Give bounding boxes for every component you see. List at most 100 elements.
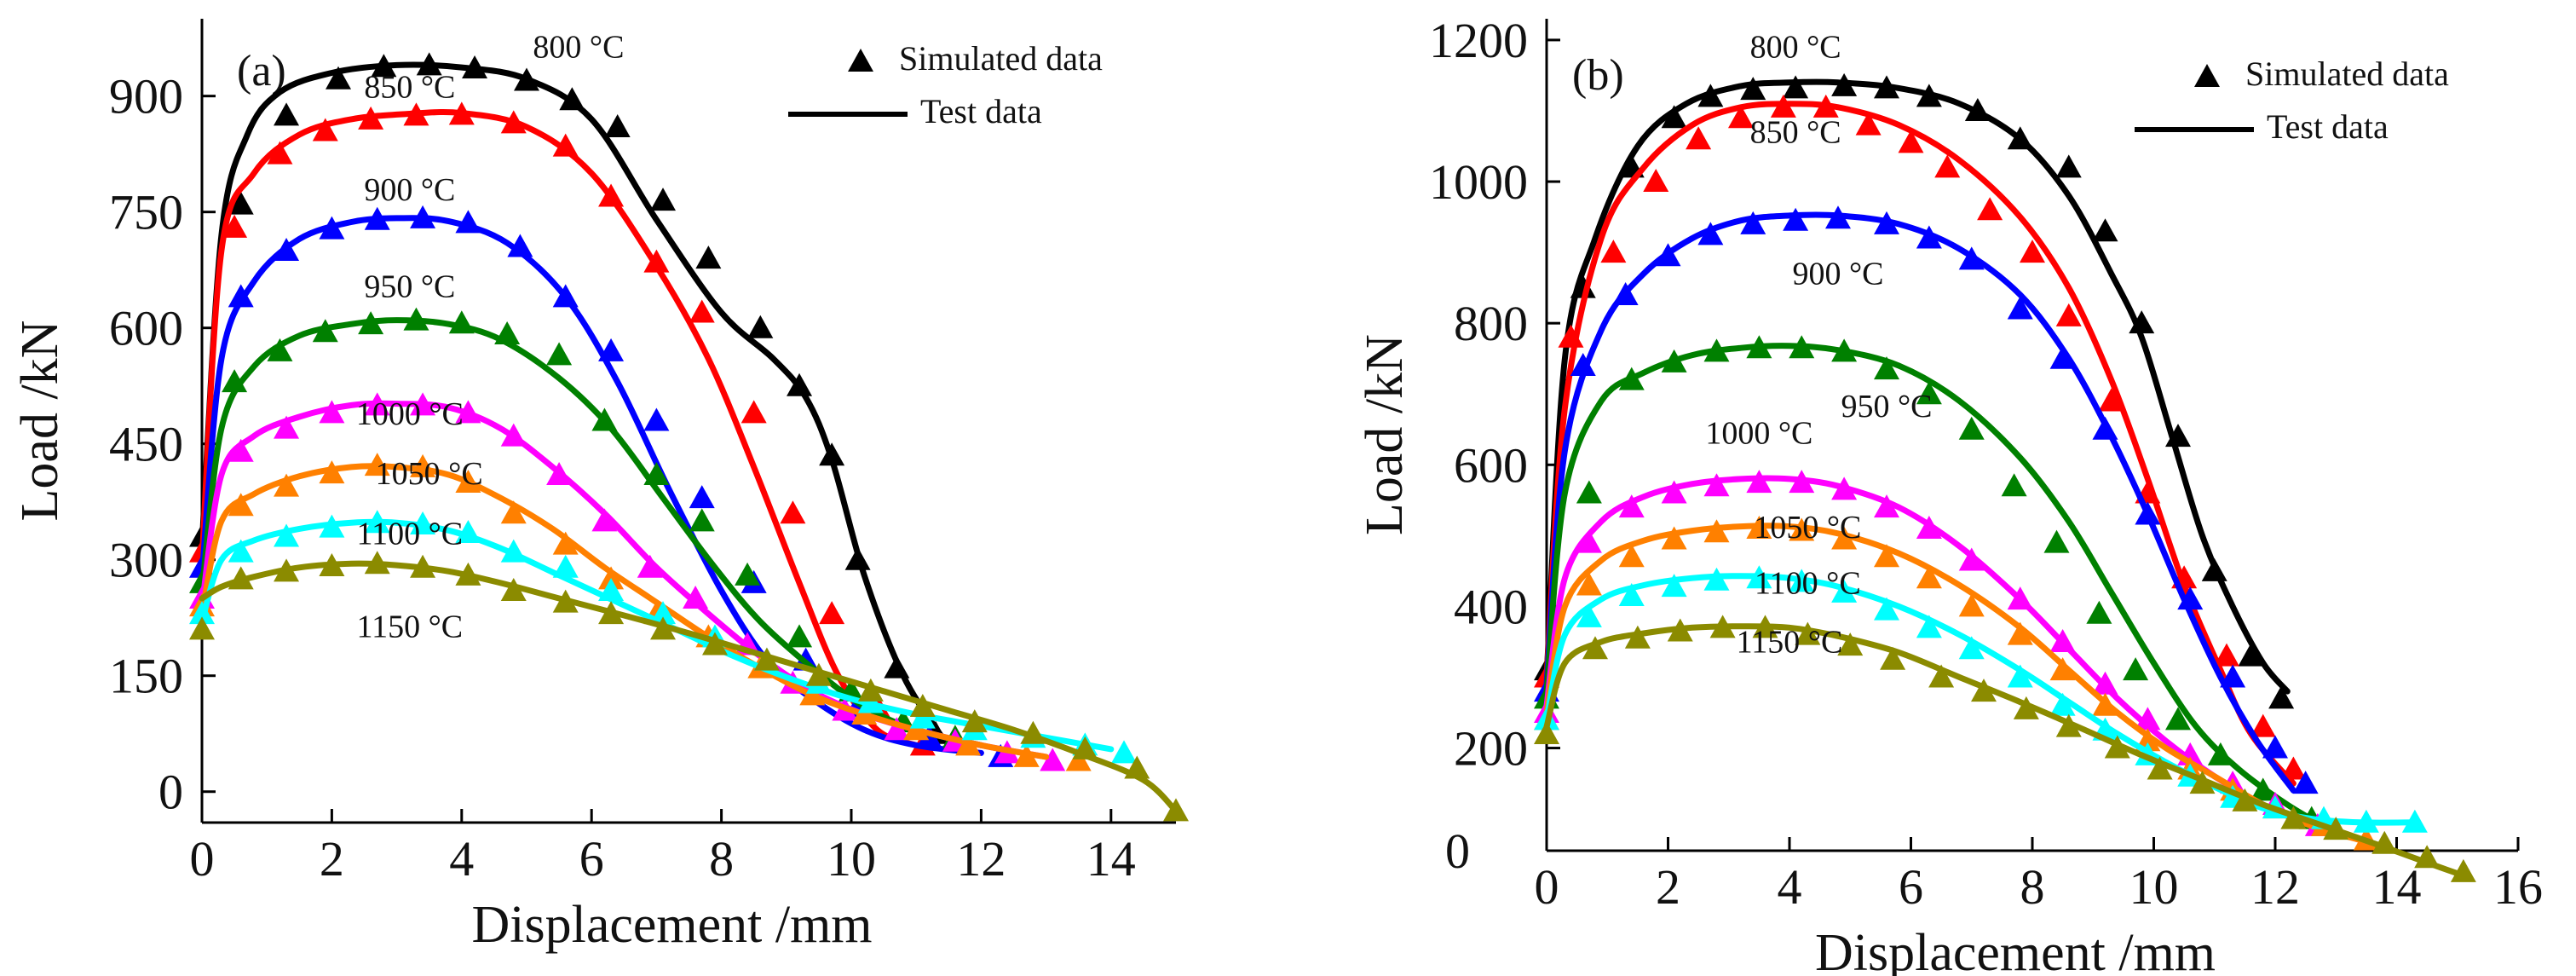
simulated-point [598, 338, 625, 361]
test-data-line [1543, 78, 2291, 695]
simulated-point [371, 54, 397, 78]
simulated-point [319, 216, 345, 240]
simulated-point [2092, 416, 2118, 440]
simulated-point [2165, 424, 2191, 448]
y-tick-label: 1200 [1429, 13, 1528, 68]
simulated-point [1958, 547, 1985, 571]
simulated-point [403, 102, 429, 126]
simulated-point [1831, 476, 1858, 500]
simulated-point [1661, 105, 1687, 129]
simulated-point [546, 461, 573, 485]
x-tick-label: 10 [2129, 859, 2179, 915]
simulated-point [455, 562, 481, 586]
simulated-point [455, 470, 481, 494]
simulated-point [189, 601, 215, 625]
simulated-point [319, 552, 345, 576]
simulated-point [643, 461, 670, 485]
simulated-point [552, 133, 579, 157]
curve-label: 800 °C [533, 29, 624, 65]
panel-label: (b) [1572, 51, 1624, 100]
simulated-point [364, 551, 390, 575]
simulated-point [1709, 615, 1736, 638]
simulated-point [2092, 692, 2118, 716]
simulated-point [2292, 771, 2319, 794]
simulated-point [410, 453, 436, 477]
simulated-point [2007, 126, 2033, 150]
simulated-point [358, 106, 384, 130]
simulated-point [514, 67, 539, 91]
simulated-point [1746, 335, 1772, 359]
simulated-point [228, 284, 254, 308]
x-tick-label: 4 [449, 831, 474, 886]
simulated-point [267, 141, 293, 165]
x-tick-label: 8 [2020, 859, 2045, 915]
simulated-point [2238, 643, 2264, 667]
simulated-point [1576, 529, 1602, 553]
simulated-point [1618, 494, 1645, 518]
simulated-point [961, 709, 988, 733]
simulated-point [1825, 205, 1851, 229]
curve-label: 900 °C [364, 172, 455, 208]
simulated-point [1600, 240, 1627, 263]
chart-panel-b: 0 2 4 6 8 10 12 14 16 200 400 600 800 1000 1200 0 Displa… [1356, 13, 2543, 976]
series-1050C: 1050 °C [189, 453, 1092, 771]
simulated-point [2268, 685, 2295, 709]
simulated-point [1618, 582, 1645, 606]
simulated-point [1916, 516, 1942, 540]
simulated-point [274, 473, 300, 497]
x-axis-label: Displacement /mm [471, 896, 872, 954]
panel-label: (a) [237, 47, 286, 95]
y-tick-label: 1000 [1429, 154, 1528, 210]
simulated-point [228, 493, 254, 517]
simulated-point [2250, 777, 2276, 801]
simulated-point [2086, 600, 2112, 624]
simulated-point [1789, 517, 1815, 541]
simulated-point [591, 508, 618, 532]
simulated-point [2055, 154, 2082, 178]
simulated-point [2092, 671, 2118, 695]
simulated-point [604, 113, 631, 137]
simulated-point [1040, 748, 1066, 771]
simulated-point [884, 717, 910, 741]
series-850C: 850 °C [189, 69, 936, 756]
simulated-point [2189, 771, 2216, 794]
simulated-point [1831, 579, 1858, 603]
simulated-point [1916, 225, 1942, 249]
simulated-point [500, 500, 527, 524]
simulated-point [695, 245, 722, 269]
simulated-point [2250, 713, 2276, 737]
test-data-line [1543, 343, 2339, 836]
series-1150C: 1150 °C [189, 551, 1189, 822]
simulated-point [735, 562, 761, 586]
y-tick-label: 450 [109, 417, 183, 472]
simulated-point [2013, 696, 2039, 719]
simulated-point [2049, 345, 2076, 369]
simulated-point [326, 66, 352, 90]
simulated-point [819, 601, 845, 625]
x-tick-label: 0 [1535, 859, 1559, 915]
simulated-point [1874, 75, 1899, 99]
legend-line-label: Test data [920, 92, 1042, 130]
simulated-point [2049, 657, 2076, 681]
simulated-point [274, 238, 300, 262]
simulated-point [1898, 130, 1924, 153]
simulated-point [1703, 338, 1730, 362]
simulated-point [462, 55, 488, 79]
simulated-point [1928, 664, 1955, 688]
simulated-point [1703, 519, 1730, 543]
simulated-point [1624, 625, 1651, 649]
simulated-point [222, 369, 248, 393]
simulated-point [884, 655, 910, 679]
curve-label: 1050 °C [376, 456, 483, 492]
curve-label: 1100 °C [357, 517, 464, 552]
simulated-point [494, 321, 521, 344]
simulated-point [1111, 740, 1138, 764]
simulated-point [2414, 845, 2441, 869]
simulated-point [2123, 657, 2149, 681]
simulated-point [274, 102, 300, 126]
simulated-point [1880, 646, 1906, 670]
simulated-point [2055, 303, 2082, 326]
x-tick-label: 0 [190, 831, 215, 886]
simulated-point [2007, 621, 2033, 645]
